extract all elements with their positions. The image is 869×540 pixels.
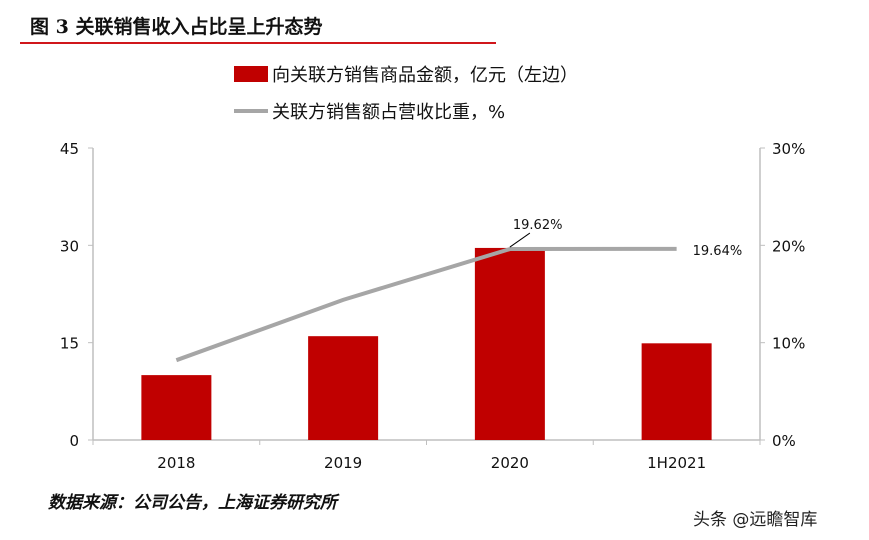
source-note: 数据来源：公司公告，上海证券研究所 bbox=[48, 493, 337, 513]
right-tick-label: 10% bbox=[772, 335, 805, 353]
data-label-2020: 19.62% bbox=[513, 218, 563, 233]
right-tick-label: 20% bbox=[772, 237, 805, 255]
right-tick-label: 30% bbox=[772, 140, 805, 158]
x-tick-label: 2018 bbox=[157, 454, 195, 472]
figure-title: 图 3 关联销售收入占比呈上升态势 bbox=[30, 16, 323, 38]
x-tick-label: 1H2021 bbox=[647, 454, 706, 472]
legend-line-label: 关联方销售额占营收比重，% bbox=[272, 102, 505, 123]
left-tick-label: 0 bbox=[69, 432, 79, 450]
bar-2018 bbox=[141, 375, 212, 440]
left-tick-label: 45 bbox=[60, 140, 79, 158]
right-tick-label: 0% bbox=[772, 432, 796, 450]
bar-1H2021 bbox=[641, 343, 712, 440]
bar-2020 bbox=[474, 247, 545, 440]
left-tick-label: 15 bbox=[60, 335, 79, 353]
x-tick-label: 2019 bbox=[324, 454, 362, 472]
x-tick-label: 2020 bbox=[491, 454, 529, 472]
ratio-line bbox=[175, 246, 677, 363]
title-rule bbox=[20, 42, 496, 44]
data-label-1H2021: 19.64% bbox=[693, 244, 743, 259]
bar-2019 bbox=[308, 336, 379, 440]
leader-line bbox=[509, 232, 531, 248]
left-tick-label: 30 bbox=[60, 237, 79, 255]
legend-bar-label: 向关联方销售商品金额，亿元（左边） bbox=[272, 65, 578, 86]
watermark: 头条 @远瞻智库 bbox=[693, 510, 818, 530]
legend-bar-swatch bbox=[234, 66, 268, 82]
